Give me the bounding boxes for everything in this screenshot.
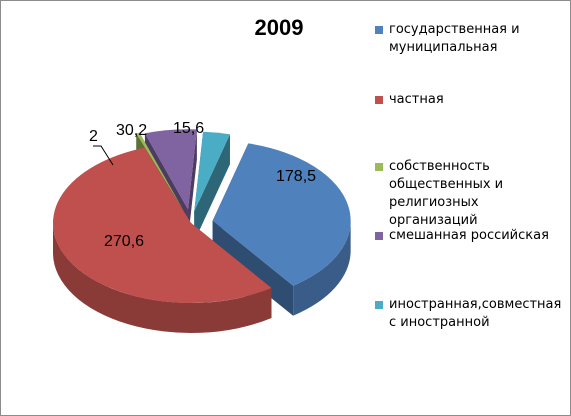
data-label: 30,2 xyxy=(116,122,147,139)
data-label: 270,6 xyxy=(104,233,144,250)
legend-label: собственность общественных и религиозных… xyxy=(389,159,504,228)
pie-slice xyxy=(194,131,230,242)
leader-line xyxy=(93,145,114,166)
data-label: 15,6 xyxy=(173,120,204,137)
data-labels: 178,5 270,6 2 30,2 15,6 xyxy=(89,120,316,250)
data-label: 178,5 xyxy=(276,168,316,185)
chart-title: 2009 xyxy=(254,15,304,40)
legend-swatch xyxy=(375,163,383,171)
legend-swatch xyxy=(375,232,383,240)
pie-slice xyxy=(212,143,351,316)
data-label: 2 xyxy=(89,128,98,145)
legend-label: смешанная российская xyxy=(389,228,549,243)
legend-swatch xyxy=(375,301,383,309)
legend-label: иностранная,совместная с иностранной xyxy=(389,297,562,330)
legend-label: государственная и муниципальная xyxy=(389,22,520,55)
legend-label: частная xyxy=(389,92,444,107)
legend-swatch xyxy=(375,26,383,34)
legend-swatch xyxy=(375,96,383,104)
pie-slice xyxy=(53,147,272,333)
pie-slices xyxy=(53,129,351,333)
